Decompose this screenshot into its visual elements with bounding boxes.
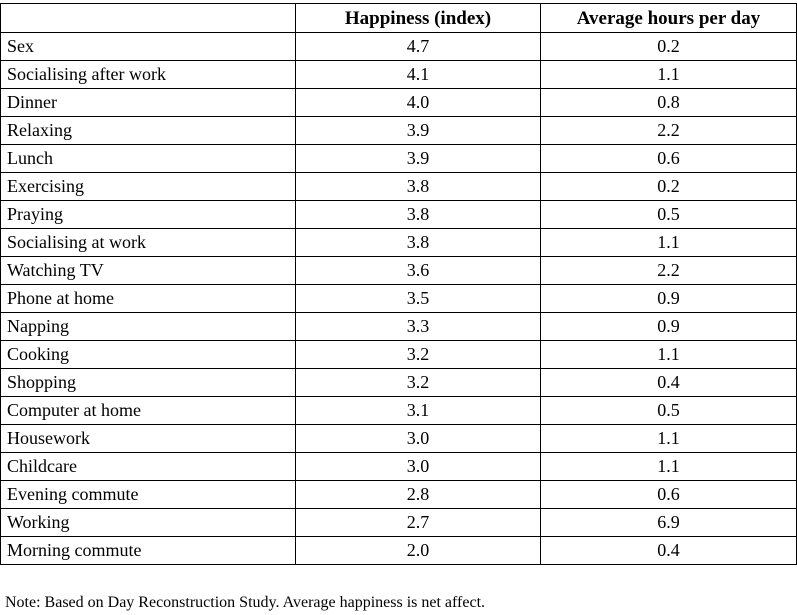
- activity-cell: Evening commute: [0, 480, 296, 509]
- hours-value-cell: 6.9: [540, 508, 797, 537]
- hours-value-cell: 0.9: [540, 284, 797, 313]
- activity-cell: Working: [0, 508, 296, 537]
- table-row: Shopping 3.2 0.4: [0, 368, 797, 397]
- header-row: Happiness (index) Average hours per day: [0, 3, 797, 33]
- activity-cell: Napping: [0, 312, 296, 341]
- hours-value-cell: 0.2: [540, 32, 797, 61]
- activity-cell: Computer at home: [0, 396, 296, 425]
- hours-value-cell: 0.6: [540, 144, 797, 173]
- happiness-by-activity-table: Happiness (index) Average hours per day …: [0, 3, 797, 565]
- happiness-value-cell: 4.0: [295, 88, 541, 117]
- activity-cell: Socialising at work: [0, 228, 296, 257]
- table-note: Note: Based on Day Reconstruction Study.…: [5, 594, 486, 611]
- happiness-value-cell: 3.8: [295, 172, 541, 201]
- hours-value-cell: 1.1: [540, 424, 797, 453]
- hours-value-cell: 1.1: [540, 452, 797, 481]
- activity-cell: Childcare: [0, 452, 296, 481]
- table-row: Relaxing 3.9 2.2: [0, 116, 797, 145]
- happiness-value-cell: 3.1: [295, 396, 541, 425]
- table-row: Socialising after work 4.1 1.1: [0, 60, 797, 89]
- activity-cell: Socialising after work: [0, 60, 296, 89]
- happiness-value-cell: 3.9: [295, 116, 541, 145]
- hours-value-cell: 0.8: [540, 88, 797, 117]
- table-row: Dinner 4.0 0.8: [0, 88, 797, 117]
- table-row: Exercising 3.8 0.2: [0, 172, 797, 201]
- activity-cell: Watching TV: [0, 256, 296, 285]
- happiness-value-cell: 3.2: [295, 368, 541, 397]
- table-row: Sex 4.7 0.2: [0, 32, 797, 61]
- hours-value-cell: 0.4: [540, 368, 797, 397]
- table-row: Socialising at work 3.8 1.1: [0, 228, 797, 257]
- hours-value-cell: 0.5: [540, 396, 797, 425]
- happiness-value-cell: 4.1: [295, 60, 541, 89]
- column-header-activity: [0, 3, 296, 33]
- activity-cell: Relaxing: [0, 116, 296, 145]
- column-header-average-hours: Average hours per day: [540, 3, 797, 33]
- activity-cell: Lunch: [0, 144, 296, 173]
- hours-value-cell: 0.2: [540, 172, 797, 201]
- happiness-value-cell: 2.7: [295, 508, 541, 537]
- happiness-value-cell: 3.5: [295, 284, 541, 313]
- activity-cell: Phone at home: [0, 284, 296, 313]
- happiness-value-cell: 3.6: [295, 256, 541, 285]
- activity-cell: Sex: [0, 32, 296, 61]
- table-row: Watching TV 3.6 2.2: [0, 256, 797, 285]
- happiness-table-container: Happiness (index) Average hours per day …: [0, 3, 797, 565]
- table-row: Lunch 3.9 0.6: [0, 144, 797, 173]
- table-row: Phone at home 3.5 0.9: [0, 284, 797, 313]
- hours-value-cell: 2.2: [540, 116, 797, 145]
- hours-value-cell: 0.5: [540, 200, 797, 229]
- column-header-happiness-index: Happiness (index): [295, 3, 541, 33]
- table-row: Computer at home 3.1 0.5: [0, 396, 797, 425]
- table-row: Praying 3.8 0.5: [0, 200, 797, 229]
- activity-cell: Shopping: [0, 368, 296, 397]
- happiness-value-cell: 3.0: [295, 452, 541, 481]
- happiness-value-cell: 2.8: [295, 480, 541, 509]
- happiness-value-cell: 2.0: [295, 536, 541, 565]
- activity-cell: Exercising: [0, 172, 296, 201]
- happiness-value-cell: 3.0: [295, 424, 541, 453]
- hours-value-cell: 0.4: [540, 536, 797, 565]
- table-row: Napping 3.3 0.9: [0, 312, 797, 341]
- table-row: Evening commute 2.8 0.6: [0, 480, 797, 509]
- activity-cell: Dinner: [0, 88, 296, 117]
- happiness-value-cell: 3.9: [295, 144, 541, 173]
- hours-value-cell: 1.1: [540, 340, 797, 369]
- table-row: Housework 3.0 1.1: [0, 424, 797, 453]
- hours-value-cell: 1.1: [540, 228, 797, 257]
- hours-value-cell: 2.2: [540, 256, 797, 285]
- happiness-value-cell: 3.8: [295, 228, 541, 257]
- hours-value-cell: 0.6: [540, 480, 797, 509]
- activity-cell: Housework: [0, 424, 296, 453]
- table-row: Working 2.7 6.9: [0, 508, 797, 537]
- happiness-value-cell: 3.2: [295, 340, 541, 369]
- happiness-value-cell: 3.8: [295, 200, 541, 229]
- happiness-value-cell: 3.3: [295, 312, 541, 341]
- table-row: Childcare 3.0 1.1: [0, 452, 797, 481]
- table-row: Cooking 3.2 1.1: [0, 340, 797, 369]
- table-row: Morning commute 2.0 0.4: [0, 536, 797, 565]
- hours-value-cell: 1.1: [540, 60, 797, 89]
- activity-cell: Morning commute: [0, 536, 296, 565]
- activity-cell: Cooking: [0, 340, 296, 369]
- activity-cell: Praying: [0, 200, 296, 229]
- happiness-value-cell: 4.7: [295, 32, 541, 61]
- hours-value-cell: 0.9: [540, 312, 797, 341]
